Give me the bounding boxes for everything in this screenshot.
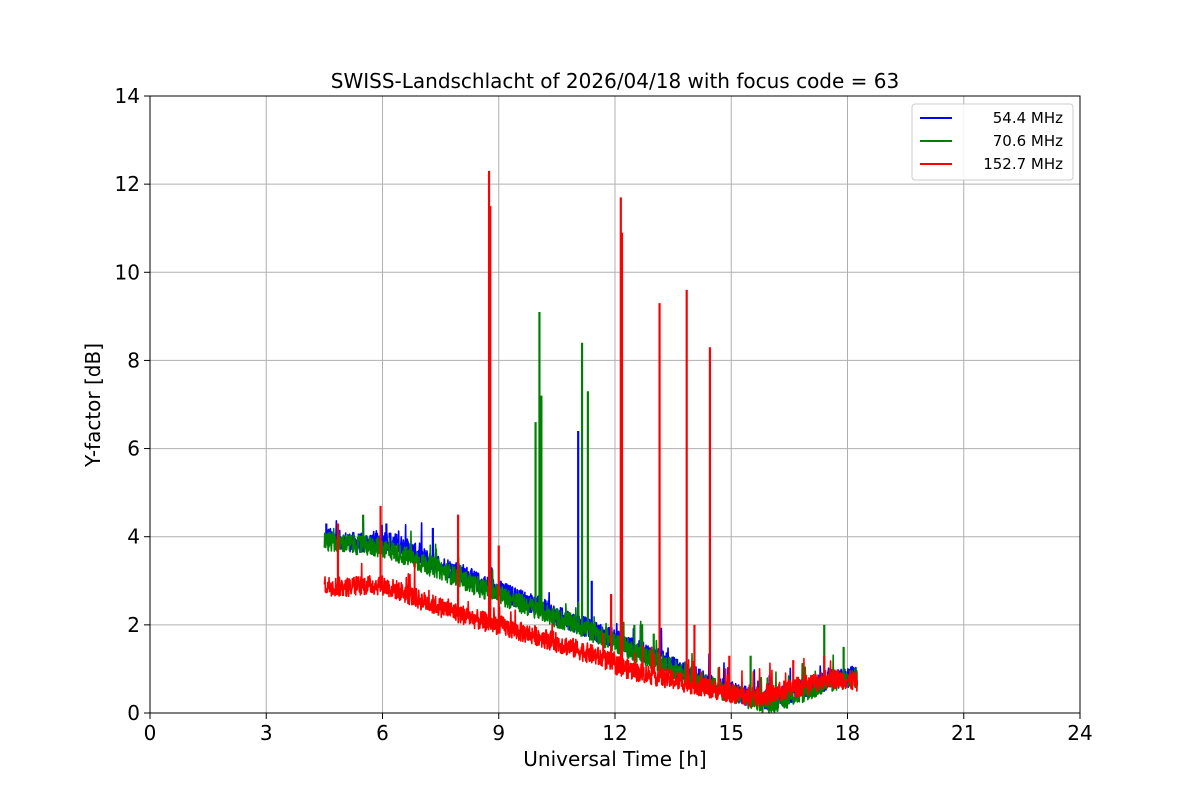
x-tick-label: 24 [1067, 721, 1092, 745]
legend: 54.4 MHz 70.6 MHz 152.7 MHz [911, 103, 1074, 181]
series-layer [323, 170, 858, 714]
x-tick-label: 15 [719, 721, 744, 745]
y-tick-label: 6 [127, 437, 140, 461]
series-152-7-mhz [323, 170, 858, 708]
x-tick-label: 6 [376, 721, 389, 745]
x-axis-title: Universal Time [h] [523, 747, 706, 771]
legend-box [911, 103, 1074, 181]
y-tick-label: 8 [127, 348, 140, 372]
x-tick-label: 3 [260, 721, 273, 745]
y-tick-label: 14 [115, 84, 140, 108]
y-tick-label: 4 [127, 525, 140, 549]
y-tick-label: 0 [127, 701, 140, 725]
x-tick-label: 12 [602, 721, 627, 745]
legend-label: 70.6 MHz [993, 132, 1063, 150]
x-tick-label: 18 [835, 721, 860, 745]
y-tick-label: 12 [115, 172, 140, 196]
series-line [323, 561, 858, 708]
x-tick-label: 9 [492, 721, 505, 745]
x-tick-label: 0 [144, 721, 157, 745]
x-tick-label: 21 [951, 721, 976, 745]
y-tick-label: 2 [127, 613, 140, 637]
y-tick-label: 10 [115, 260, 140, 284]
legend-label: 152.7 MHz [983, 155, 1063, 173]
y-axis-title: Y-factor [dB] [81, 343, 105, 468]
legend-label: 54.4 MHz [993, 109, 1063, 127]
series-70-6-mhz [323, 311, 858, 714]
chart-title: SWISS-Landschlacht of 2026/04/18 with fo… [331, 69, 899, 93]
